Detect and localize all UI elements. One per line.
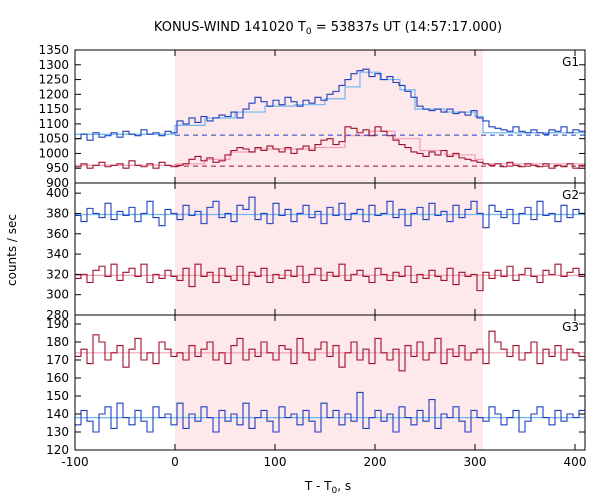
x-axis-label-main: T - T [304, 479, 332, 493]
chart-title-main: KONUS-WIND 141020 T [154, 20, 306, 35]
g1-ytick-label: 1000 [38, 146, 69, 160]
g1-series-red-3 [75, 126, 585, 169]
x-axis-label-subscript: 0 [332, 486, 338, 496]
g3-series-red-2 [75, 330, 585, 372]
shaded-burst-interval [175, 50, 483, 450]
xtick-label: 300 [464, 455, 487, 469]
xtick-label: -100 [61, 455, 88, 469]
g1-ytick-label: 1300 [38, 58, 69, 72]
plot-area: 90095010001050110011501200125013001350G1… [38, 43, 586, 469]
xtick-label: 400 [564, 455, 587, 469]
g1-ytick-label: 900 [46, 176, 69, 190]
y-axis-label: counts / sec [5, 214, 19, 286]
g1-ytick-label: 1250 [38, 73, 69, 87]
xtick-label: 100 [264, 455, 287, 469]
chart-title: KONUS-WIND 141020 T0 = 53837s UT (14:57:… [154, 20, 502, 37]
xtick-label: 200 [364, 455, 387, 469]
g1-ytick-label: 1200 [38, 87, 69, 101]
g3-panel-frame [74, 314, 586, 451]
g2-ytick-label: 340 [46, 247, 69, 261]
g3-ytick-label: 160 [46, 371, 69, 385]
g3-ytick-label: 170 [46, 353, 69, 367]
g1-panel-label: G1 [562, 55, 579, 69]
g2-ytick-label: 300 [46, 288, 69, 302]
g1-ytick-label: 1150 [38, 102, 69, 116]
g2-series-red-3 [75, 263, 585, 292]
g1-ytick-label: 1100 [38, 117, 69, 131]
g1-series-pink-1 [75, 130, 586, 166]
x-axis-label: T - T0, s [304, 479, 351, 496]
g2-ytick-label: 280 [46, 308, 69, 322]
g2-ytick-label: 380 [46, 206, 69, 220]
xtick-label: 0 [171, 455, 179, 469]
g2-ytick-label: 360 [46, 227, 69, 241]
g3-ytick-label: 150 [46, 389, 69, 403]
g2-panel-label: G2 [562, 188, 579, 202]
g2-series-blue-2 [75, 196, 585, 229]
g2-ytick-label: 320 [46, 267, 69, 281]
g1-ytick-label: 1350 [38, 43, 69, 57]
g3-ytick-label: 190 [46, 317, 69, 331]
g3-ytick-label: 180 [46, 335, 69, 349]
g1-series-light_blue-0 [75, 71, 585, 135]
g1-ytick-label: 950 [46, 161, 69, 175]
g3-ytick-label: 140 [46, 407, 69, 421]
g3-series-blue-3 [75, 391, 585, 433]
g3-panel-label: G3 [562, 320, 579, 334]
g1-ytick-label: 1050 [38, 132, 69, 146]
g2-ytick-label: 400 [46, 186, 69, 200]
g3-ytick-label: 120 [46, 443, 69, 457]
g1-series-blue-2 [75, 68, 585, 141]
x-axis-label-rest: , s [337, 479, 351, 493]
chart-title-subscript: 0 [306, 27, 312, 37]
chart-title-rest: = 53837s UT (14:57:17.000) [312, 20, 502, 35]
g3-ytick-label: 130 [46, 425, 69, 439]
